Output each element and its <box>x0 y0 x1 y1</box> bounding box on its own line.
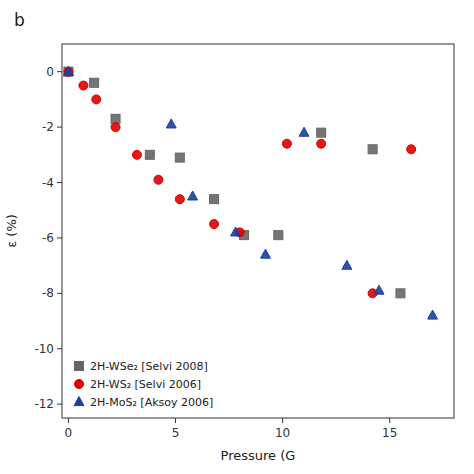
x-tick <box>175 418 176 423</box>
point <box>90 78 99 87</box>
point <box>64 67 73 76</box>
y-axis-label: ε (%) <box>4 214 19 248</box>
point <box>79 81 88 90</box>
y-tick <box>57 348 62 349</box>
y-tick <box>57 182 62 183</box>
series <box>63 66 437 319</box>
point <box>175 153 184 162</box>
legend-label: 2H-WSe₂ [Selvi 2008] <box>90 360 208 373</box>
legend-marker <box>74 397 84 406</box>
point <box>396 289 405 298</box>
point <box>368 145 377 154</box>
series <box>64 67 405 298</box>
y-tick <box>57 237 62 238</box>
point <box>299 127 309 136</box>
point <box>145 150 154 159</box>
y-tick-label: -2 <box>42 120 54 134</box>
point <box>210 195 219 204</box>
point <box>111 114 120 123</box>
y-tick-label: -4 <box>42 176 54 190</box>
y-tick <box>57 127 62 128</box>
point <box>261 249 271 258</box>
x-tick-label: 0 <box>65 426 73 440</box>
y-tick-label: -10 <box>34 342 54 356</box>
x-tick-label: 5 <box>172 426 180 440</box>
y-tick-label: -8 <box>42 286 54 300</box>
point <box>92 95 101 104</box>
title: b <box>14 10 25 30</box>
plot-frame <box>62 44 454 418</box>
points <box>63 66 437 319</box>
chart: 0 5 10 15 0 -2 -4 -6 -8 -10 -12 Pressure (G ε (%) b 2H… <box>0 0 474 474</box>
legend-marker <box>75 380 84 389</box>
x-tick <box>68 418 69 423</box>
legend-label: 2H-MoS₂ [Aksoy 2006] <box>90 396 213 409</box>
point <box>210 220 219 229</box>
point <box>342 260 352 269</box>
y-tick-label: -6 <box>42 231 54 245</box>
point <box>188 191 198 200</box>
y-tick <box>57 293 62 294</box>
point <box>111 123 120 132</box>
legend-marker <box>75 362 84 371</box>
x-axis-label: Pressure (G <box>221 448 296 463</box>
point <box>282 139 291 148</box>
y-tick-label: -12 <box>34 397 54 411</box>
point <box>274 231 283 240</box>
x-tick <box>282 418 283 423</box>
point <box>317 139 326 148</box>
legend-label: 2H-WS₂ [Selvi 2006] <box>90 378 201 391</box>
point <box>63 66 73 75</box>
point <box>166 119 176 128</box>
point <box>154 175 163 184</box>
point <box>407 145 416 154</box>
x-tick <box>389 418 390 423</box>
y-tick <box>57 71 62 72</box>
point <box>374 285 384 294</box>
series <box>64 67 416 298</box>
x-tick-label: 15 <box>382 426 397 440</box>
point <box>175 195 184 204</box>
y-tick-label: 0 <box>46 65 54 79</box>
point <box>428 310 438 319</box>
point <box>64 67 73 76</box>
point <box>231 227 241 236</box>
point <box>317 128 326 137</box>
legend: 2H-WSe₂ [Selvi 2008] 2H-WS₂ [Selvi 2006] 2… <box>74 360 213 409</box>
point <box>132 150 141 159</box>
y-tick <box>57 404 62 405</box>
x-tick-label: 10 <box>275 426 290 440</box>
